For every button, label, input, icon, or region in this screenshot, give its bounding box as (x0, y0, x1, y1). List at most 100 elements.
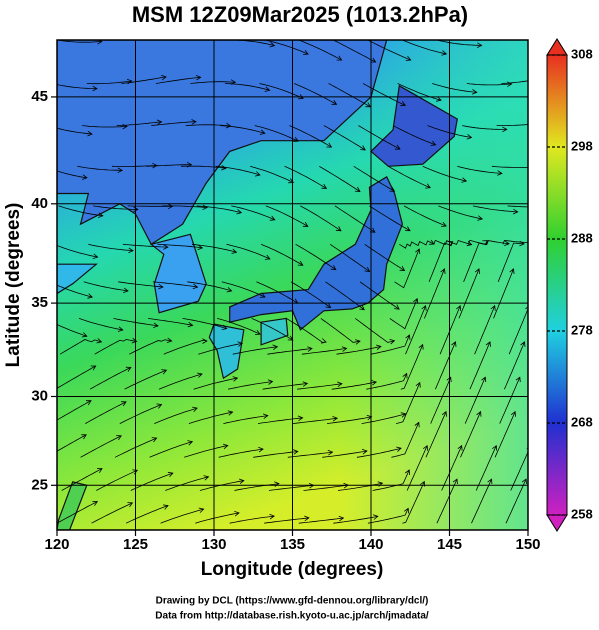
streamline (61, 468, 103, 491)
streamline (322, 450, 367, 458)
streamline (89, 367, 131, 390)
streamline-arrow (355, 339, 361, 345)
x-tick-label: 125 (123, 536, 148, 553)
streamline-arrow (325, 302, 332, 309)
streamline-arrow (131, 337, 138, 344)
streamline (190, 81, 236, 84)
streamline (436, 478, 458, 524)
streamline (148, 318, 193, 326)
streamline-arrow (477, 215, 484, 221)
streamline (391, 422, 420, 458)
streamline (122, 243, 168, 248)
streamline-arrow (403, 507, 409, 514)
streamline (184, 445, 228, 458)
streamline-arrow (297, 415, 304, 422)
streamline-arrow (269, 215, 276, 221)
streamline (185, 124, 231, 127)
y-axis-label: Latitude (degrees) (3, 203, 24, 368)
streamline (82, 125, 128, 128)
streamline (438, 205, 483, 220)
streamline (119, 404, 162, 424)
streamline-arrow (237, 341, 244, 347)
streamline (397, 83, 442, 101)
streamline-arrow (156, 119, 163, 126)
streamline-arrow (166, 337, 173, 343)
streamline (460, 411, 481, 458)
streamline-arrow (221, 165, 227, 171)
colorbar-arrow (546, 38, 568, 56)
streamline-arrow (441, 410, 447, 417)
streamline-arrow (272, 344, 279, 351)
streamline (333, 515, 378, 524)
streamline-arrow (162, 504, 169, 510)
streamline-arrow (222, 443, 229, 450)
streamline-arrow (161, 74, 167, 81)
streamline-arrow (192, 283, 199, 290)
colorbar-tick-label: 288 (571, 230, 593, 245)
y-tick-label: 45 (31, 88, 48, 105)
streamline (435, 341, 456, 390)
streamline (260, 243, 304, 266)
streamline (223, 415, 268, 424)
plot-frame (56, 39, 529, 531)
streamline (160, 40, 163, 41)
streamline (157, 243, 203, 249)
streamline (232, 346, 278, 355)
streamline-arrow (307, 346, 313, 352)
streamline-arrow (430, 140, 437, 146)
streamline-arrow (452, 478, 458, 485)
streamline (57, 170, 87, 179)
streamline-arrow (400, 101, 407, 107)
streamline-arrow (441, 221, 447, 227)
streamline (268, 484, 314, 491)
streamline (94, 339, 137, 355)
streamline-arrow (321, 338, 327, 344)
streamline (196, 205, 242, 214)
streamline-arrow (236, 209, 243, 215)
streamline (187, 281, 232, 292)
streamline-arrow (86, 400, 92, 406)
streamline (329, 243, 370, 272)
streamline (116, 121, 162, 126)
streamline-arrow (264, 86, 271, 92)
streamline (264, 517, 309, 524)
streamline (257, 417, 303, 424)
streamline (467, 239, 510, 245)
y-tick-label: 30 (31, 387, 48, 404)
streamline-arrow (485, 341, 491, 347)
streamline-arrow (117, 167, 124, 174)
streamline-arrow (87, 293, 93, 299)
streamline (149, 441, 193, 458)
streamline-arrow (87, 130, 93, 137)
streamline-arrow (238, 478, 245, 485)
streamline (504, 341, 525, 390)
streamline-arrow (297, 260, 304, 266)
streamline (361, 413, 406, 424)
streamline-arrow (371, 380, 378, 386)
streamline (493, 268, 514, 319)
streamline-arrow (441, 50, 448, 56)
streamline (496, 124, 528, 126)
streamline-arrow (477, 42, 483, 48)
streamline-arrow (195, 75, 202, 81)
streamline-arrow (541, 241, 546, 246)
streamline (471, 478, 492, 524)
title: MSM 12Z09Mar2025 (1013.2hPa) (132, 2, 468, 27)
streamline-arrow (338, 515, 345, 522)
streamline-arrow (504, 240, 510, 246)
streamline (151, 121, 197, 126)
streamline-arrow (404, 469, 410, 476)
streamline (355, 318, 395, 343)
streamline (441, 445, 463, 491)
streamline (370, 334, 410, 355)
streamline-arrow (394, 144, 401, 150)
streamline (234, 483, 279, 491)
streamline-arrow (158, 283, 164, 290)
streamline (256, 281, 299, 304)
streamline-arrow (474, 268, 480, 274)
streamline-arrow (457, 444, 463, 451)
streamline (424, 268, 445, 319)
streamline (367, 40, 411, 61)
streamline-arrow (404, 226, 411, 232)
